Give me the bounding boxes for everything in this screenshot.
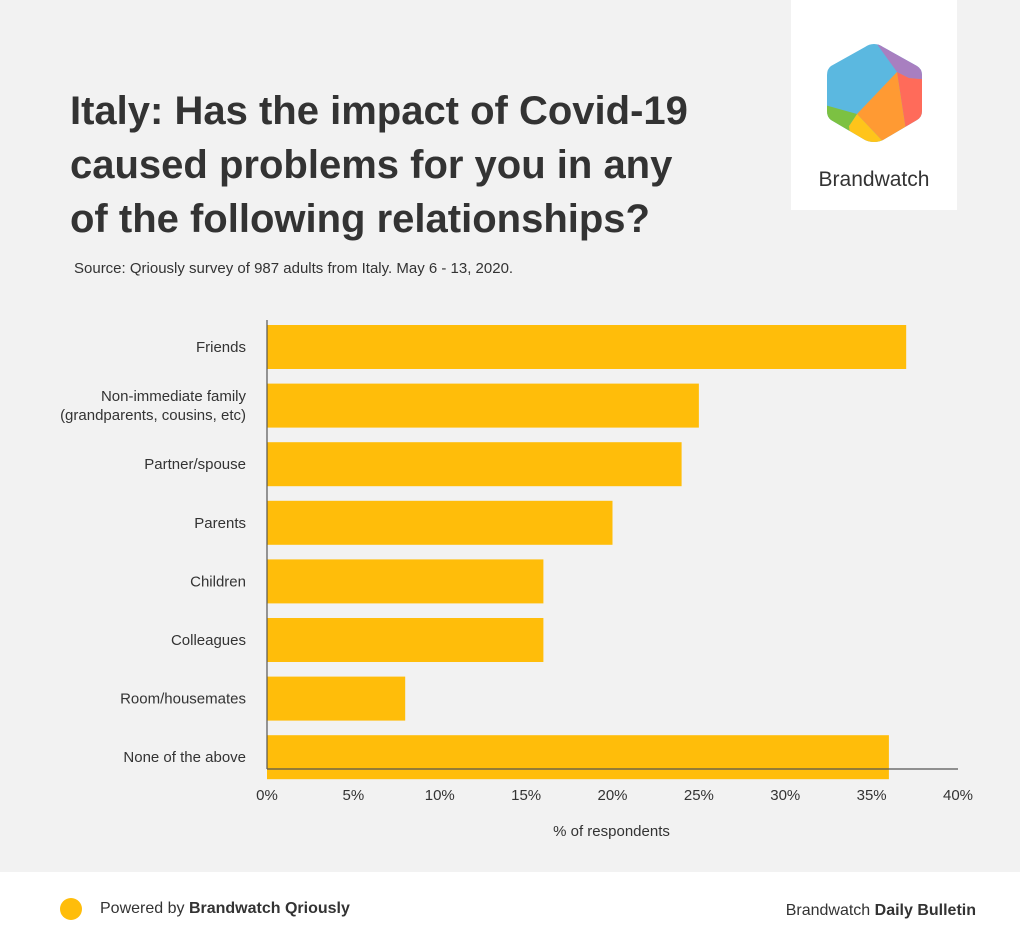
category-label: Children (190, 573, 246, 590)
x-axis-label: % of respondents (553, 823, 670, 840)
bar (267, 442, 682, 487)
bars-group (267, 325, 907, 780)
title-line-3: of the following relationships? (70, 197, 650, 241)
category-label: Partner/spouse (144, 456, 246, 473)
category-label: Colleagues (171, 632, 246, 649)
bar-chart: Friends Non-immediate family (grandparents… (60, 320, 973, 840)
category-label: Non-immediate family (101, 388, 247, 405)
category-label: Friends (196, 339, 246, 356)
x-tick-labels-group: 0% 5% 10% 15% 20% 25% 30% 35% 40% (256, 787, 973, 804)
logo-wordmark: Brandwatch (818, 168, 930, 191)
x-tick-label: 15% (511, 787, 541, 804)
daily-bulletin-brand: Daily Bulletin (874, 902, 976, 919)
powered-by: Powered by Brandwatch Qriously (100, 900, 350, 918)
logo-orange-segment (857, 72, 909, 142)
logo-red-segment (897, 72, 922, 142)
x-tick-label: 10% (425, 787, 455, 804)
powered-by-brand: Brandwatch Qriously (188, 900, 350, 917)
x-tick-label: 25% (684, 787, 714, 804)
hexagon-logo-icon (827, 44, 922, 142)
x-tick-label: 0% (256, 787, 278, 804)
source-note: Source: Qriously survey of 987 adults fr… (74, 260, 514, 277)
category-label: Parents (194, 515, 246, 532)
daily-bulletin: Brandwatch Daily Bulletin (786, 902, 976, 920)
daily-bulletin-prefix: Brandwatch (785, 902, 871, 919)
bar (267, 676, 406, 721)
x-tick-label: 20% (597, 787, 627, 804)
brandwatch-logo: Brandwatch (791, 0, 957, 210)
chart-title: Italy: Has the impact of Covid-19 caused… (70, 84, 770, 246)
bar (267, 559, 544, 604)
category-label: Room/housemates (120, 691, 246, 708)
title-line-1: Italy: Has the impact of Covid-19 (70, 89, 688, 133)
category-label: (grandparents, cousins, etc) (60, 407, 246, 424)
category-label: None of the above (123, 749, 246, 766)
bar (267, 618, 544, 662)
title-line-2: caused problems for you in any (70, 143, 673, 187)
category-labels-group: Friends Non-immediate family (grandparents… (60, 339, 246, 766)
powered-by-prefix: Powered by (100, 900, 185, 917)
footer: Powered by Brandwatch Qriously Brandwatc… (0, 872, 1020, 948)
footer-dot-icon (60, 898, 82, 920)
bar (267, 735, 889, 780)
x-tick-label: 40% (943, 787, 973, 804)
x-tick-label: 35% (857, 787, 887, 804)
bar (267, 500, 613, 545)
x-tick-label: 30% (770, 787, 800, 804)
bar (267, 383, 699, 428)
bar (267, 325, 907, 369)
x-tick-label: 5% (343, 787, 365, 804)
